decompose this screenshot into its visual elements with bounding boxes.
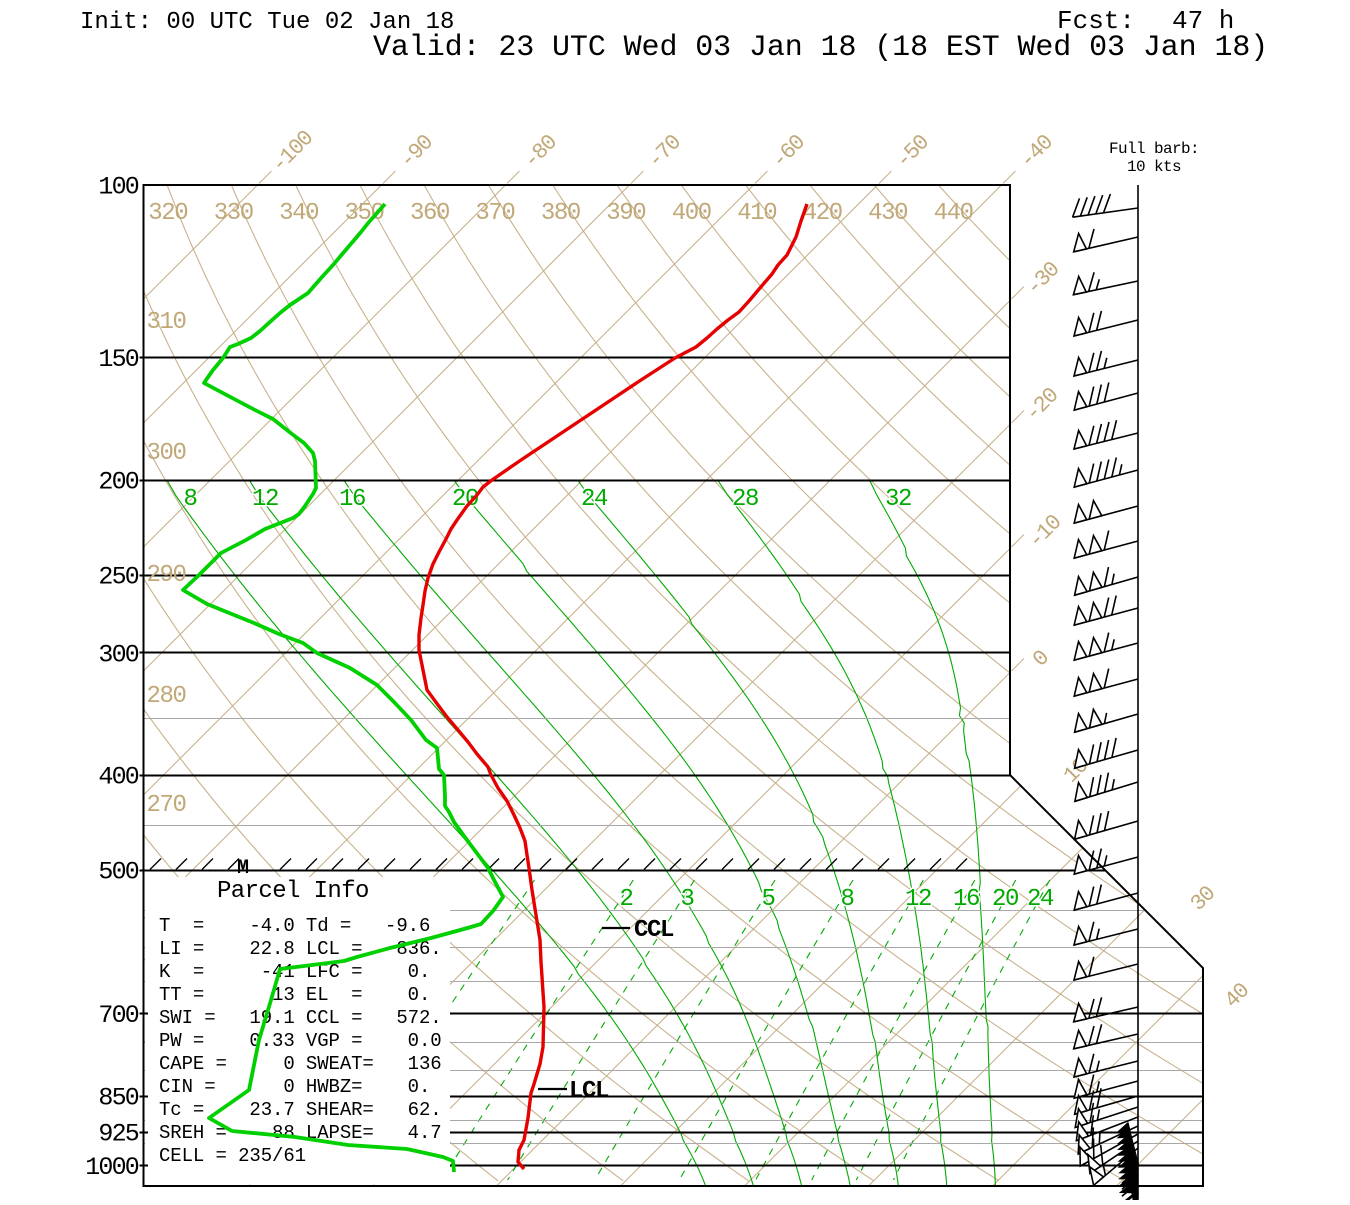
svg-text:500: 500: [98, 858, 138, 887]
svg-text:16: 16: [339, 486, 365, 513]
svg-text:CAPE = 0 SWEAT= 136: CAPE = 0 SWEAT= 136: [159, 1053, 442, 1075]
svg-text:400: 400: [98, 763, 138, 792]
svg-text:410: 410: [737, 200, 776, 227]
svg-text:370: 370: [475, 200, 514, 227]
svg-text:8: 8: [183, 486, 196, 513]
svg-text:320: 320: [148, 200, 187, 227]
svg-text:440: 440: [934, 200, 973, 227]
svg-text:150: 150: [98, 345, 138, 374]
svg-text:PW = 0.33 VGP = 0.0: PW = 0.33 VGP = 0.0: [159, 1030, 442, 1052]
svg-text:10 kts: 10 kts: [1127, 158, 1181, 176]
svg-text:24: 24: [1027, 886, 1054, 913]
svg-text:300: 300: [146, 440, 185, 467]
svg-text:M: M: [237, 857, 249, 880]
svg-text:420: 420: [803, 200, 842, 227]
svg-text:330: 330: [214, 200, 253, 227]
svg-text:Full barb:: Full barb:: [1109, 140, 1199, 158]
svg-text:700: 700: [98, 1001, 138, 1030]
svg-text:340: 340: [279, 200, 318, 227]
svg-text:K = -41 LFC = 0.: K = -41 LFC = 0.: [159, 961, 430, 983]
svg-text:Valid: 23 UTC Wed 03 Jan 18 (1: Valid: 23 UTC Wed 03 Jan 18 (18 EST Wed …: [373, 31, 1268, 65]
svg-text:SWI = 19.1 CCL = 572.: SWI = 19.1 CCL = 572.: [159, 1007, 442, 1029]
svg-text:100: 100: [98, 173, 138, 202]
svg-text:CIN = 0 HWBZ= 0.: CIN = 0 HWBZ= 0.: [159, 1076, 430, 1098]
svg-text:20: 20: [992, 886, 1018, 913]
svg-text:270: 270: [146, 792, 185, 819]
svg-text:300: 300: [98, 640, 138, 669]
svg-text:CCL: CCL: [634, 917, 674, 944]
svg-text:SREH = 88 LAPSE= 4.7: SREH = 88 LAPSE= 4.7: [159, 1122, 442, 1144]
svg-text:Tc = 23.7 SHEAR= 62.: Tc = 23.7 SHEAR= 62.: [159, 1099, 442, 1121]
svg-text:32: 32: [885, 486, 911, 513]
svg-text:430: 430: [868, 200, 907, 227]
svg-text:3: 3: [680, 886, 693, 913]
svg-text:12: 12: [252, 486, 278, 513]
svg-text:Parcel Info: Parcel Info: [217, 878, 369, 905]
svg-text:290: 290: [146, 562, 185, 589]
svg-text:28: 28: [732, 486, 758, 513]
svg-text:1000: 1000: [85, 1153, 139, 1182]
svg-text:16: 16: [953, 886, 979, 913]
svg-text:400: 400: [672, 200, 711, 227]
svg-text:925: 925: [98, 1120, 138, 1149]
svg-text:5: 5: [761, 886, 774, 913]
svg-text:280: 280: [146, 683, 185, 710]
svg-text:390: 390: [606, 200, 645, 227]
svg-text:CELL = 235/61: CELL = 235/61: [159, 1145, 306, 1167]
svg-text:LCL: LCL: [569, 1078, 609, 1105]
svg-text:2: 2: [619, 886, 632, 913]
svg-text:8: 8: [840, 886, 853, 913]
svg-text:360: 360: [410, 200, 449, 227]
svg-text:380: 380: [541, 200, 580, 227]
svg-text:T = -4.0 Td = -9.6: T = -4.0 Td = -9.6: [159, 915, 430, 937]
svg-text:LI = 22.8 LCL = 836.: LI = 22.8 LCL = 836.: [159, 938, 442, 960]
svg-text:12: 12: [905, 886, 931, 913]
svg-text:250: 250: [98, 563, 138, 592]
svg-text:TT = 13 EL = 0.: TT = 13 EL = 0.: [159, 984, 430, 1006]
svg-text:850: 850: [98, 1084, 138, 1113]
svg-text:24: 24: [581, 486, 608, 513]
svg-text:200: 200: [98, 468, 138, 497]
svg-text:310: 310: [146, 309, 185, 336]
